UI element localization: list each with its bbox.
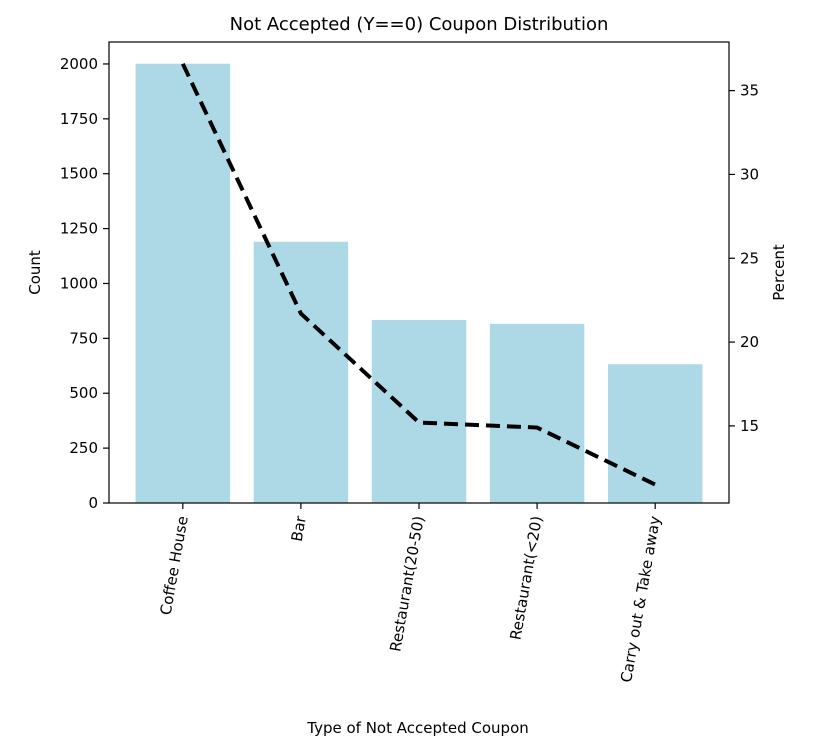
y-tick-label-7: 1750 <box>60 110 98 128</box>
y-tick-label-3: 750 <box>69 329 98 347</box>
y-tick-label-1: 250 <box>69 439 98 457</box>
x-axis: Coffee House Bar Restaurant(20-50) Restaura… <box>157 503 664 684</box>
bar-1 <box>253 241 349 503</box>
x-tick-label-1: Bar <box>288 514 310 543</box>
y2-axis-label: Percent <box>770 244 788 301</box>
bar-3 <box>489 323 585 503</box>
bar-0 <box>135 63 231 504</box>
bars-layer <box>135 63 703 504</box>
y-tick-label-5: 1250 <box>60 220 98 238</box>
y2-tick-label-4: 35 <box>740 82 759 100</box>
y2-tick-label-3: 30 <box>740 165 759 183</box>
y-axis-label: Count <box>26 250 44 295</box>
y-tick-label-0: 0 <box>88 494 98 512</box>
x-tick-label-4: Carry out & Take away <box>617 514 664 683</box>
percent-line <box>181 62 657 487</box>
chart-title: Not Accepted (Y==0) Coupon Distribution <box>230 14 609 35</box>
y2-tick-label-1: 20 <box>740 333 759 351</box>
bar-4 <box>607 364 703 503</box>
x-tick-label-3: Restaurant(<20) <box>507 515 547 642</box>
y-tick-label-6: 1500 <box>60 165 98 183</box>
bar-2 <box>371 319 467 503</box>
x-tick-label-2: Restaurant(20-50) <box>386 515 428 653</box>
x-axis-label: Type of Not Accepted Coupon <box>306 719 529 737</box>
percent-line-layer <box>181 62 657 487</box>
left-axis: 0 250 500 750 1000 1250 1500 1750 2000 <box>60 55 109 512</box>
y2-tick-label-0: 15 <box>740 417 759 435</box>
y-tick-label-2: 500 <box>69 384 98 402</box>
y-tick-label-8: 2000 <box>60 55 98 73</box>
right-axis: 15 20 25 30 35 <box>729 82 759 435</box>
y-tick-label-4: 1000 <box>60 274 98 292</box>
x-tick-label-0: Coffee House <box>157 515 192 617</box>
y2-tick-label-2: 25 <box>740 249 759 267</box>
